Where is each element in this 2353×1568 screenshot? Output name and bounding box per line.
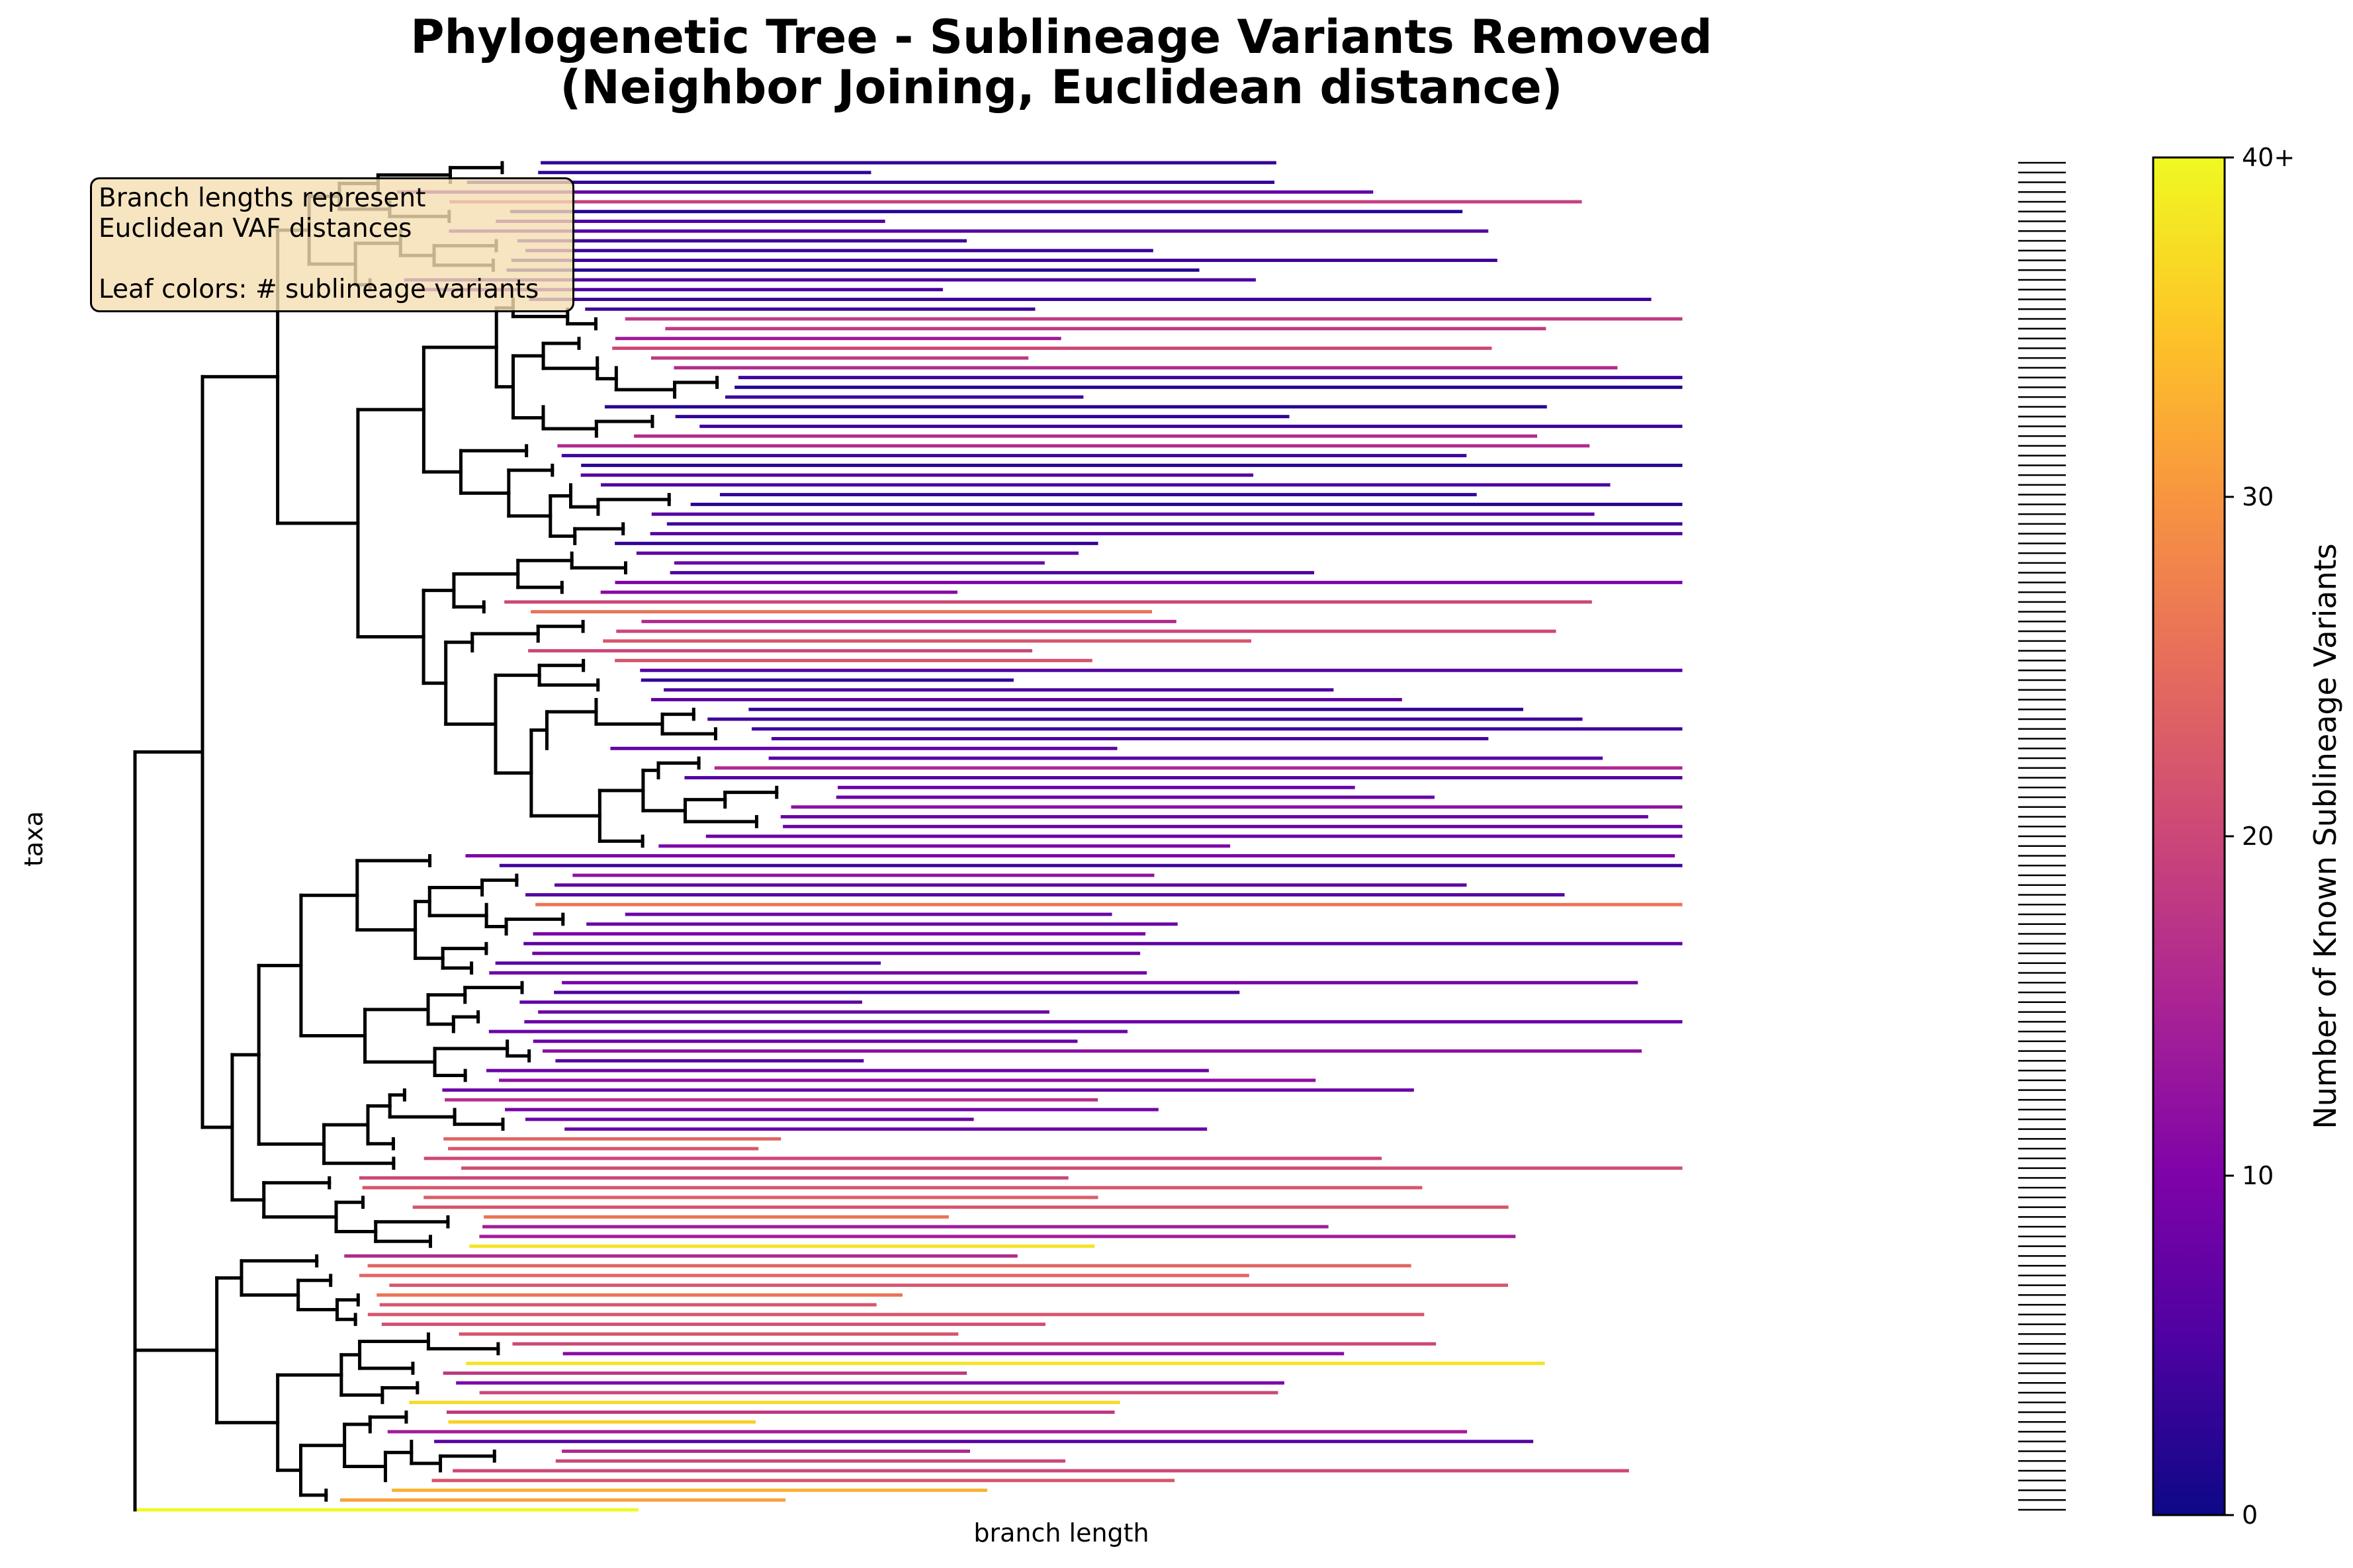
chart-title-line1: Phylogenetic Tree - Sublineage Variants … xyxy=(410,10,1712,64)
annotation-line-3: Leaf colors: # sublineage variants xyxy=(99,275,539,304)
taxa-tick-marks xyxy=(2018,161,2066,1511)
x-axis-label: branch length xyxy=(973,1518,1149,1547)
colorbar-tick-label: 10 xyxy=(2242,1161,2274,1190)
colorbar xyxy=(2152,156,2226,1516)
colorbar-tick-label: 20 xyxy=(2242,822,2274,851)
chart-title-line2: (Neighbor Joining, Euclidean distance) xyxy=(560,60,1562,114)
annotation-box: Branch lengths represent Euclidean VAF d… xyxy=(90,177,574,312)
annotation-line-2: Euclidean VAF distances xyxy=(99,214,412,243)
colorbar-tick-label: 40+ xyxy=(2242,143,2295,172)
colorbar-tick-label: 0 xyxy=(2242,1501,2258,1530)
colorbar-ticks: 0 10 20 30 40+ xyxy=(2225,143,2295,1530)
tree-branches xyxy=(133,161,1683,1512)
colorbar-tick-label: 30 xyxy=(2242,482,2274,511)
annotation-line-1: Branch lengths represent xyxy=(99,183,426,213)
colorbar-label: Number of Known Sublineage Variants xyxy=(2307,543,2343,1129)
y-axis-label: taxa xyxy=(19,811,48,867)
